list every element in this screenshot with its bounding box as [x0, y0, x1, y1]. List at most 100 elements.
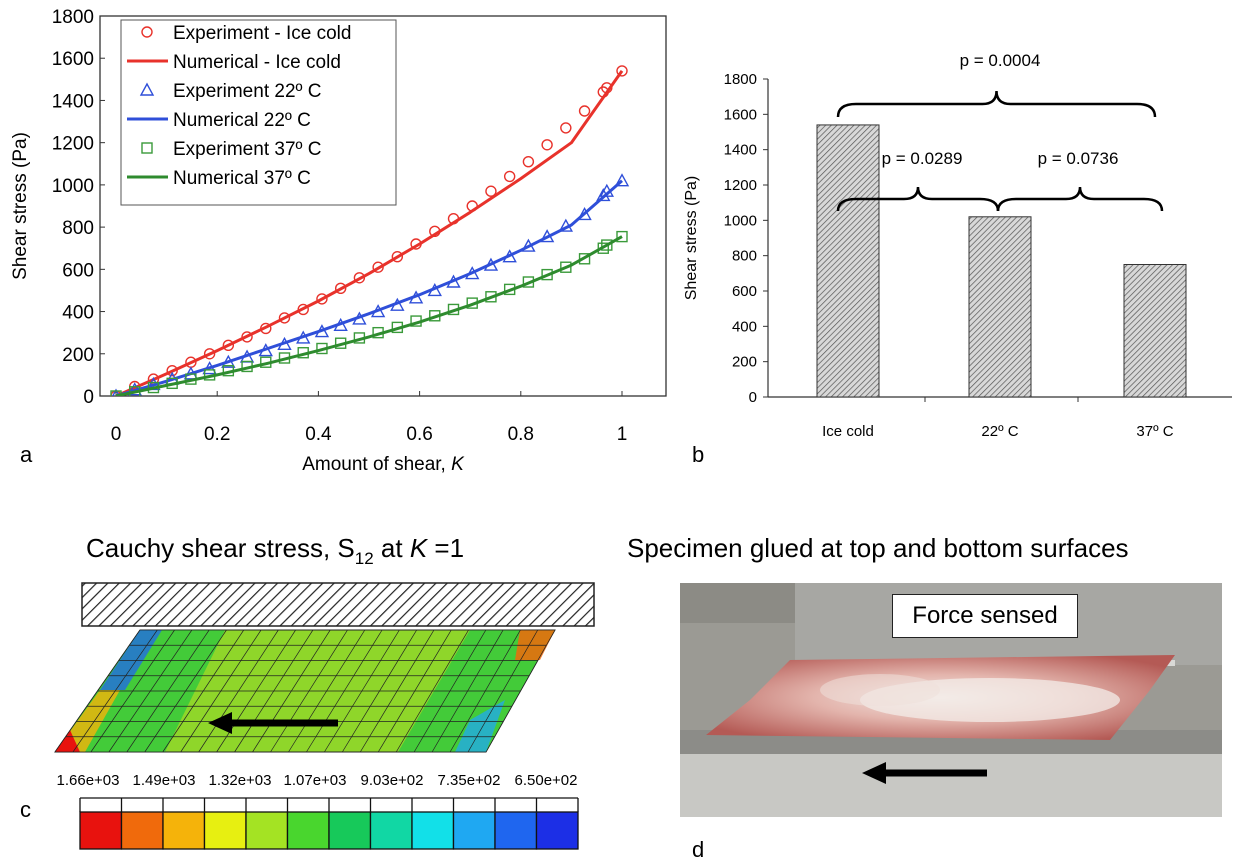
y-tick-label-b: 600: [732, 283, 757, 300]
y-tick-label-a: 400: [62, 303, 94, 324]
y-axis-label-b: Shear stress (Pa): [683, 176, 700, 300]
data-point-0: [541, 139, 553, 151]
y-tick-label-b: 0: [749, 389, 757, 406]
scale-swatch: [286, 811, 330, 850]
y-tick-label-b: 400: [732, 318, 757, 335]
panel-letter-b: b: [692, 442, 704, 467]
x-tick-label-a: 0: [111, 424, 122, 445]
x-tick-label-a: 0.4: [305, 424, 332, 445]
x-tick-label-a: 1: [617, 424, 628, 445]
scale-swatch: [120, 811, 164, 850]
x-tick-label-a: 0.8: [508, 424, 534, 445]
y-tick-label-b: 200: [732, 354, 757, 371]
panel-c-fe-contour: Cauchy shear stress, S12 at K =1 1.66e+0…: [20, 533, 595, 850]
scale-swatch: [162, 811, 206, 850]
data-point-4: [597, 242, 609, 254]
y-axis-ticks-a: 0 200 400 600 800 1000 1200 1400 1600 1800: [52, 7, 105, 408]
series-layer-a: [110, 65, 630, 396]
scale-swatch: [535, 811, 579, 850]
data-point-0: [222, 339, 235, 352]
x-axis-ticks-a: 0 0.2 0.4 0.6 0.8 1: [111, 391, 628, 445]
scale-label: 1.49e+03: [133, 772, 196, 789]
scale-swatch: [79, 811, 123, 850]
color-scale-bar: [79, 797, 579, 850]
panel-b-bar-chart: 0 200 400 600 800 1000 1200 1400 1600 1800 Ice co…: [683, 51, 1232, 467]
scale-swatch: [452, 811, 496, 850]
legend-entry: Experiment 37º C: [173, 139, 321, 160]
y-tick-label-b: 1000: [724, 212, 757, 229]
scale-swatch: [245, 811, 289, 850]
y-tick-label-a: 600: [62, 260, 94, 281]
significance-brackets-b: p = 0.0004 p = 0.0289 p = 0.0736: [836, 51, 1164, 212]
series-line-3: [115, 179, 623, 396]
x-tick-label-a: 0.6: [406, 424, 432, 445]
y-tick-label-a: 800: [62, 218, 94, 239]
series-line-5: [115, 235, 623, 396]
data-point-2: [614, 173, 630, 187]
data-point-0: [578, 105, 591, 117]
color-scale-labels: 1.66e+03 1.49e+03 1.32e+03 1.07e+03 9.03e+02…: [57, 772, 578, 789]
data-point-4: [616, 230, 628, 243]
data-point-0: [166, 364, 178, 377]
legend-entry: Numerical - Ice cold: [173, 52, 341, 73]
panel-letter-a: a: [20, 442, 33, 467]
data-point-4: [601, 239, 613, 251]
bar: [968, 216, 1032, 398]
scale-label: 9.03e+02: [361, 772, 424, 789]
scale-swatch: [203, 811, 247, 850]
data-point-0: [334, 282, 347, 295]
x-category-label-b: 37º C: [1136, 423, 1173, 440]
data-point-0: [560, 122, 572, 134]
y-axis-label-a: Shear stress (Pa): [10, 132, 31, 280]
data-point-0: [203, 348, 216, 360]
data-point-0: [485, 185, 497, 197]
significance-bracket: [836, 90, 1157, 118]
data-point-0: [391, 250, 404, 263]
x-category-label-b: Ice cold: [822, 423, 874, 440]
p-value-label: p = 0.0736: [1038, 149, 1119, 168]
legend-marker-swatch: [141, 142, 153, 154]
force-sensed-label: Force sensed: [892, 594, 1078, 638]
y-tick-label-a: 1400: [52, 91, 94, 112]
significance-bracket: [996, 186, 1164, 212]
plot-frame-a: [99, 15, 667, 397]
data-point-2: [577, 206, 592, 221]
x-tick-label-a: 0.2: [204, 424, 230, 445]
panel-letter-c: c: [20, 797, 31, 822]
data-point-0: [616, 65, 628, 77]
data-point-4: [110, 390, 122, 396]
bar: [1123, 264, 1187, 398]
data-point-0: [372, 261, 384, 273]
data-point-0: [503, 170, 516, 183]
bars-b: Ice cold 22º C 37º C: [816, 124, 1187, 440]
panel-d-photo: Specimen glued at top and bottom surface…: [627, 533, 1222, 858]
y-tick-label-b: 800: [732, 248, 757, 265]
scale-label: 1.32e+03: [209, 772, 272, 789]
data-point-0: [522, 155, 535, 168]
scale-label: 1.07e+03: [284, 772, 347, 789]
legend-entry: Numerical 22º C: [173, 110, 311, 131]
top-plate: [81, 582, 595, 627]
y-tick-label-a: 1600: [52, 49, 94, 70]
legend-entry: Experiment 22º C: [173, 81, 321, 102]
y-axis-ticks-b: 0 200 400 600 800 1000 1200 1400 1600 1800: [724, 71, 768, 406]
panel-letter-d: d: [692, 837, 704, 858]
data-point-0: [278, 312, 291, 324]
panel-c-title: Cauchy shear stress, S12 at K =1: [86, 533, 464, 568]
legend-entry: Numerical 37º C: [173, 168, 311, 189]
scale-swatch: [411, 811, 455, 850]
bar: [816, 124, 880, 398]
y-tick-label-b: 1400: [724, 142, 757, 159]
y-tick-label-a: 1800: [52, 7, 94, 28]
data-point-0: [316, 293, 328, 305]
scale-label: 7.35e+02: [438, 772, 501, 789]
scale-label: 1.66e+03: [57, 772, 120, 789]
scale-swatch: [369, 811, 413, 850]
scale-label: 6.50e+02: [515, 772, 578, 789]
data-point-0: [241, 331, 253, 343]
panel-a-line-chart: 0 200 400 600 800 1000 1200 1400 1600 1800 0 0.2 0.…: [10, 7, 667, 475]
y-tick-label-a: 1200: [52, 134, 94, 155]
y-tick-label-a: 0: [83, 387, 94, 408]
legend-marker-swatch: [141, 26, 153, 38]
